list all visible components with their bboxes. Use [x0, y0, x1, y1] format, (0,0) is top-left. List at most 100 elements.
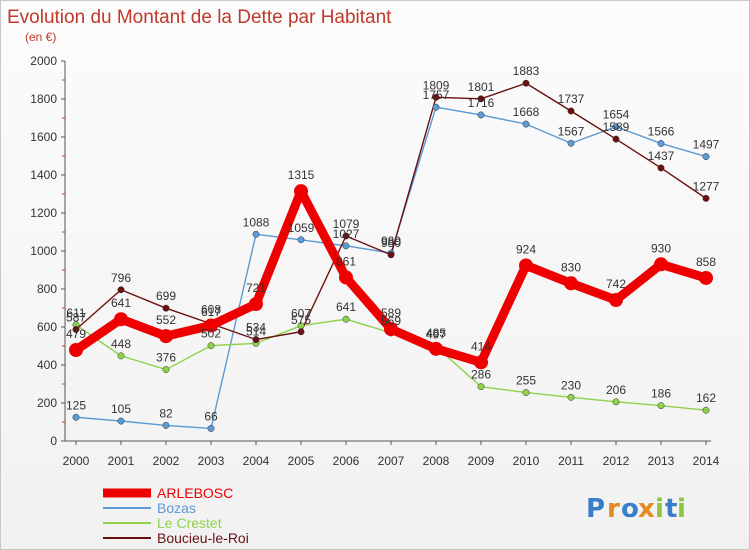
series-0-point — [114, 312, 128, 327]
series-2-data-label: 497 — [426, 328, 446, 342]
series-2-data-label: 162 — [696, 391, 716, 405]
series-2-point — [477, 383, 485, 391]
series-3-point — [702, 194, 710, 202]
legend-label-1: Bozas — [157, 500, 196, 516]
series-3-point — [342, 232, 350, 240]
series-3-data-label: 587 — [66, 310, 86, 324]
series-3-data-label: 534 — [246, 321, 266, 335]
x-tick-label: 2003 — [198, 454, 225, 468]
series-1-point — [612, 123, 620, 131]
series-1-point — [522, 120, 530, 128]
series-0-point — [429, 341, 443, 356]
y-tick-label: 1800 — [30, 92, 57, 106]
series-0-data-label: 930 — [651, 241, 671, 255]
series-1-data-label: 1567 — [558, 124, 585, 138]
series-1-data-label: 1497 — [693, 138, 720, 152]
series-1-point — [252, 230, 260, 238]
y-tick-label: 800 — [37, 282, 57, 296]
series-0-data-label: 608 — [201, 302, 221, 316]
series-3-data-label: 617 — [201, 305, 221, 319]
series-3-point — [117, 286, 125, 294]
series-1-point — [342, 242, 350, 250]
series-3-data-label: 796 — [111, 271, 131, 285]
series-3-point — [72, 326, 80, 333]
series-1-data-label: 1668 — [513, 105, 540, 119]
series-1-data-label: 82 — [159, 406, 173, 420]
series-2-point — [117, 352, 125, 360]
series-2-data-label: 255 — [516, 374, 536, 388]
series-1-point — [702, 153, 710, 161]
series-0-data-label: 830 — [561, 260, 581, 274]
logo-letter: i — [677, 494, 686, 524]
x-tick-label: 2009 — [468, 454, 495, 468]
series-3-data-label: 980 — [381, 236, 401, 250]
y-tick-label: 2000 — [30, 54, 57, 68]
x-tick-label: 2004 — [243, 454, 270, 468]
series-1-point — [567, 139, 575, 147]
series-0-point — [519, 258, 533, 273]
series-0-point — [384, 322, 398, 337]
series-1-data-label: 1757 — [423, 88, 450, 102]
series-1-data-label: 1088 — [243, 215, 270, 229]
series-0-data-label: 552 — [156, 313, 176, 327]
series-3-point — [387, 251, 395, 259]
series-2-point — [207, 342, 215, 350]
series-1-data-label: 125 — [66, 398, 86, 412]
series-2-point — [342, 315, 350, 323]
y-tick-label: 1600 — [30, 130, 57, 144]
series-0-point — [249, 297, 263, 312]
x-tick-label: 2013 — [648, 454, 675, 468]
series-2-point — [522, 389, 530, 396]
series-3-data-label: 1737 — [558, 92, 585, 106]
x-tick-label: 2011 — [558, 454, 584, 468]
series-3-point — [612, 135, 620, 143]
logo-letter: i — [655, 494, 664, 524]
series-0-data-label: 485 — [426, 326, 446, 340]
series-2-data-label: 607 — [291, 307, 311, 321]
series-points — [69, 79, 713, 432]
series-0-point — [204, 318, 218, 333]
logo-letter: t — [665, 494, 677, 524]
series-1-data-label: 1716 — [468, 96, 495, 110]
series-2-data-label: 502 — [201, 327, 221, 341]
series-3-data-label: 1883 — [513, 64, 540, 78]
x-tick-label: 2014 — [693, 454, 720, 468]
series-0-data-label: 861 — [336, 254, 356, 268]
series-2-data-label: 376 — [156, 351, 176, 365]
series-3-data-label: 1437 — [648, 149, 675, 163]
series-0-point — [654, 257, 668, 272]
series-2-data-label: 611 — [66, 306, 85, 320]
series-2-data-label: 230 — [561, 378, 581, 392]
series-1-data-label: 1027 — [333, 227, 360, 241]
series-1-point — [162, 421, 170, 429]
series-2-data-label: 569 — [381, 314, 401, 328]
series-3-data-label: 1589 — [603, 120, 630, 134]
series-0-data-label: 641 — [111, 296, 131, 310]
series-0-point — [294, 184, 308, 199]
series-1-data-label: 989 — [381, 234, 401, 248]
series-0-data-label: 479 — [66, 327, 86, 341]
series-line-1 — [75, 106, 707, 430]
x-tick-label: 2007 — [378, 454, 405, 468]
series-2-point — [162, 366, 170, 374]
series-0-data-label: 414 — [471, 339, 491, 353]
series-1-point — [657, 140, 665, 147]
series-2-data-label: 448 — [111, 337, 131, 351]
data-labels: 125 105 82 66 1088 1059 1027 989 1757 1716 1668 156… — [66, 64, 720, 423]
series-0-point — [564, 276, 578, 291]
series-3-data-label: 1809 — [423, 78, 450, 92]
series-0-data-label: 721 — [246, 281, 266, 295]
series-3-point — [567, 107, 575, 115]
series-1-point — [207, 425, 215, 432]
series-0-point — [159, 329, 173, 344]
series-0-point — [699, 270, 713, 285]
logo-letter: o — [621, 494, 639, 524]
series-1-data-label: 66 — [204, 409, 218, 423]
y-tick-label: 200 — [37, 396, 57, 410]
y-tick-label: 1000 — [30, 244, 57, 258]
x-tick-label: 2012 — [603, 454, 630, 468]
logo-letter: P — [586, 494, 605, 524]
series-3-point — [522, 79, 530, 87]
